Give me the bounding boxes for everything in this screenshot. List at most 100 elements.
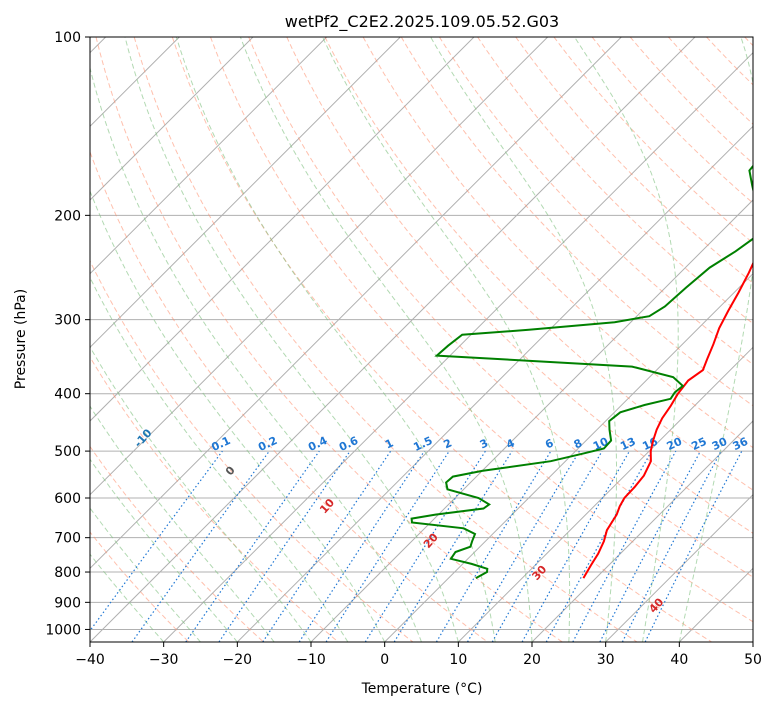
isotherm-line [90, 37, 549, 496]
dry-adiabat [400, 37, 753, 407]
y-tick-label: 500 [54, 444, 81, 460]
chart-title: wetPf2_C2E2.2025.109.05.52.G03 [285, 12, 559, 32]
dry-adiabat [90, 445, 264, 642]
y-tick-label: 800 [54, 565, 81, 581]
moist-adiabat [90, 458, 238, 642]
mixing-ratio-line [218, 450, 351, 642]
y-axis-label: Pressure (hPa) [13, 289, 29, 389]
isotherm-line [90, 37, 401, 349]
dry-adiabat [477, 37, 753, 325]
moist-adiabat [90, 405, 275, 642]
mixing-ratio-line [572, 450, 677, 642]
mixing-ratio-line [599, 450, 702, 642]
moist-adiabat [90, 345, 312, 642]
isotherm-line [236, 125, 753, 642]
x-tick-label: 20 [523, 652, 541, 668]
mixing-ratio-label: 4 [504, 436, 517, 451]
moist-adiabat [239, 37, 533, 642]
mixing-ratio-label: 16 [640, 435, 660, 453]
isotherm-line [752, 641, 753, 642]
mixing-ratio-label: 10 [591, 435, 611, 453]
mixing-ratio-label: 13 [618, 435, 637, 453]
isotherm-line [90, 37, 254, 201]
mixing-ratio-line [262, 450, 392, 642]
mixing-ratio-line [521, 450, 631, 642]
mixing-ratio-line [435, 450, 552, 642]
mixing-ratio-line [393, 450, 513, 642]
x-tick-label: −40 [75, 652, 105, 668]
mixing-ratio-line [325, 450, 450, 642]
isotherm-line [163, 51, 753, 642]
dry-adiabat [95, 37, 563, 642]
dry-adiabat [362, 37, 753, 449]
x-tick-label: 10 [449, 652, 467, 668]
moist-adiabat [90, 507, 201, 642]
moist-adiabat [90, 189, 386, 642]
mixing-ratio-label: 36 [731, 435, 751, 453]
y-tick-label: 100 [54, 30, 81, 46]
isotherm-line [90, 37, 475, 422]
dry-adiabat [438, 37, 753, 366]
isotherm-line [531, 420, 753, 642]
x-tick-label: −30 [149, 652, 179, 668]
dry-adiabat-label: 20 [421, 530, 441, 550]
dry-adiabat [210, 37, 753, 623]
isotherm-line [384, 272, 753, 642]
mixing-ratio-line [90, 450, 223, 632]
dry-adiabat [591, 37, 753, 204]
mixing-ratio-label: 2 [442, 436, 454, 451]
moist-adiabat [430, 37, 617, 642]
temperature-profile [582, 261, 753, 579]
dry-adiabat [133, 37, 638, 642]
mixing-ratio-line [131, 450, 270, 642]
x-tick-label: 30 [597, 652, 615, 668]
y-tick-label: 600 [54, 491, 81, 507]
dry-adiabat [171, 37, 712, 642]
dry-adiabat [324, 37, 753, 491]
x-tick-label: −10 [296, 652, 326, 668]
isotherm-line [90, 37, 696, 642]
mixing-ratio-label: 20 [665, 435, 685, 453]
moist-adiabat [90, 276, 349, 642]
moist-adiabat [124, 37, 459, 642]
isotherm-line [457, 346, 753, 642]
moist-adiabat [574, 37, 679, 642]
y-tick-label: 300 [54, 313, 81, 329]
mixing-ratio-line [298, 450, 425, 642]
y-tick-label: 700 [54, 531, 81, 547]
isotherm-line [90, 37, 622, 570]
moist-adiabat [322, 37, 571, 642]
plot-area: 0.10.20.40.611.52346810131620253036-100-… [90, 37, 753, 642]
dry-adiabat-label: 30 [529, 563, 549, 583]
isotherm-line [605, 493, 753, 642]
moist-adiabat [175, 37, 496, 642]
mixing-ratio-line [644, 450, 743, 642]
y-axis: 100 200 300 400 500 600 700 800 900 1000 [45, 30, 90, 638]
isotherm-line [90, 37, 328, 275]
plot-frame [89, 36, 754, 643]
dry-adiabat [90, 531, 190, 642]
mixing-ratio-line [466, 450, 580, 642]
dry-adiabat [515, 37, 753, 284]
mixing-ratio-label: 6 [543, 436, 556, 451]
dry-adiabat [286, 37, 753, 534]
isotherm-line [678, 567, 753, 642]
dry-adiabat [744, 37, 753, 47]
dry-adiabat [90, 259, 414, 642]
x-tick-label: 40 [670, 652, 688, 668]
dry-adiabat-label: -10 [132, 426, 155, 450]
moist-adiabat [90, 65, 422, 642]
dry-adiabat [248, 37, 753, 578]
isotherm-line [310, 199, 753, 642]
y-tick-label: 900 [54, 595, 81, 611]
x-axis-label: Temperature (°C) [361, 681, 483, 697]
y-tick-label: 200 [54, 208, 81, 224]
mixing-ratio-line [185, 450, 320, 642]
dry-adiabat [706, 37, 753, 86]
dry-adiabat [90, 150, 488, 642]
mixing-ratio-label: 30 [710, 435, 730, 453]
y-tick-label: 1000 [45, 622, 81, 638]
dry-adiabat [90, 356, 339, 642]
x-tick-label: −20 [223, 652, 253, 668]
